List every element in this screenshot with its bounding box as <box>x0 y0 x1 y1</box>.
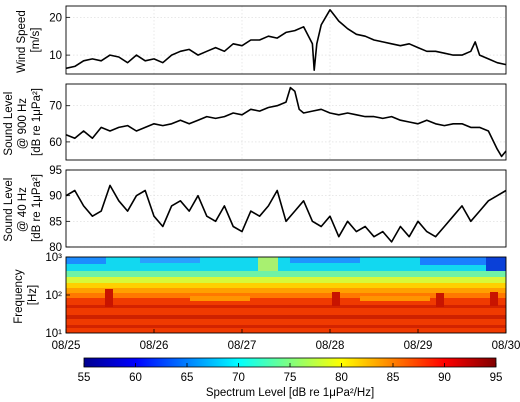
colorbar-tick-label: 65 <box>181 372 194 384</box>
spectrogram-image <box>66 257 506 333</box>
panel-sound-900hz-y-ticks: 60 70 <box>49 101 70 149</box>
panel-sound-40hz-frame <box>65 169 507 248</box>
colorbar-tick-label: 85 <box>387 372 400 384</box>
panel-wind-speed-grid <box>66 6 506 74</box>
y-tick-label: 80 <box>49 242 62 254</box>
x-tick-label: 08/30 <box>492 340 520 352</box>
y-tick-label: 60 <box>49 137 62 149</box>
sound-40hz-line <box>65 184 507 243</box>
sound-40hz-ylabel: Sound Level @ 40 Hz [dB re 1μPa²] <box>3 174 43 242</box>
panel-wind-speed: 10 20 Wind Speed [m/s] <box>16 5 507 75</box>
colorbar-tick-label: 90 <box>438 372 451 384</box>
panel-sound-40hz: 80 85 90 95 Sound Level @ 40 Hz [dB re 1μPa… <box>3 165 507 254</box>
panel-sound-900hz-grid <box>66 84 506 160</box>
x-tick-label: 08/29 <box>404 340 433 352</box>
x-tick-label: 08/27 <box>228 340 257 352</box>
spectrogram-y-ticks: 10¹ 10² 10³ <box>45 252 70 340</box>
panel-sound-900hz-frame <box>65 83 507 161</box>
colorbar-tick-label: 70 <box>232 372 245 384</box>
spectrogram-ylabel: Frequency [Hz] <box>13 266 39 324</box>
wind-speed-line <box>65 9 507 71</box>
colorbar-ticks: 55 60 65 70 75 80 85 90 95 <box>78 363 503 384</box>
colorbar-label: Spectrum Level [dB re 1μPa²/Hz] <box>206 387 374 399</box>
colorbar-tick-label: 55 <box>78 372 91 384</box>
colorbar-tick-label: 95 <box>490 372 503 384</box>
x-tick-label: 08/26 <box>140 340 169 352</box>
x-tick-label: 08/25 <box>52 340 81 352</box>
y-tick-label: 10³ <box>45 252 62 264</box>
panel-wind-speed-frame <box>65 5 507 75</box>
y-tick-label: 10² <box>45 290 62 302</box>
x-tick-label: 08/28 <box>316 340 345 352</box>
panel-sound-40hz-grid <box>66 169 506 248</box>
y-tick-label: 10¹ <box>45 328 62 340</box>
sound-900hz-line <box>65 86 507 158</box>
spectrogram-x-ticks: 08/25 08/26 08/27 08/28 08/29 08/30 <box>52 329 520 352</box>
panel-spectrogram: 10¹ 10² 10³ 08/25 08/26 08/27 08/28 08/29 08/30… <box>13 252 520 352</box>
wind-speed-ylabel: Wind Speed [m/s] <box>16 7 42 73</box>
y-tick-label: 70 <box>49 101 62 113</box>
colorbar-tick-label: 60 <box>129 372 142 384</box>
sound-900hz-ylabel: Sound Level @ 900 Hz [dB re 1μPa²] <box>3 88 43 156</box>
panel-spectrogram-frame <box>65 256 507 334</box>
y-tick-label: 90 <box>49 191 62 203</box>
colorbar-tick-label: 75 <box>284 372 297 384</box>
y-tick-label: 95 <box>49 165 62 177</box>
panel-sound-40hz-y-ticks: 80 85 90 95 <box>49 165 70 254</box>
colorbar: 55 60 65 70 75 80 85 90 95 Spectrum Level [dB re… <box>78 357 503 399</box>
colorbar-tick-label: 80 <box>335 372 348 384</box>
y-tick-label: 85 <box>49 216 62 228</box>
y-tick-label: 10 <box>49 50 62 62</box>
panel-wind-speed-y-ticks: 10 20 <box>49 12 70 62</box>
y-tick-label: 20 <box>49 12 62 24</box>
panel-sound-900hz: 60 70 Sound Level @ 900 Hz [dB re 1μPa²] <box>3 83 507 161</box>
